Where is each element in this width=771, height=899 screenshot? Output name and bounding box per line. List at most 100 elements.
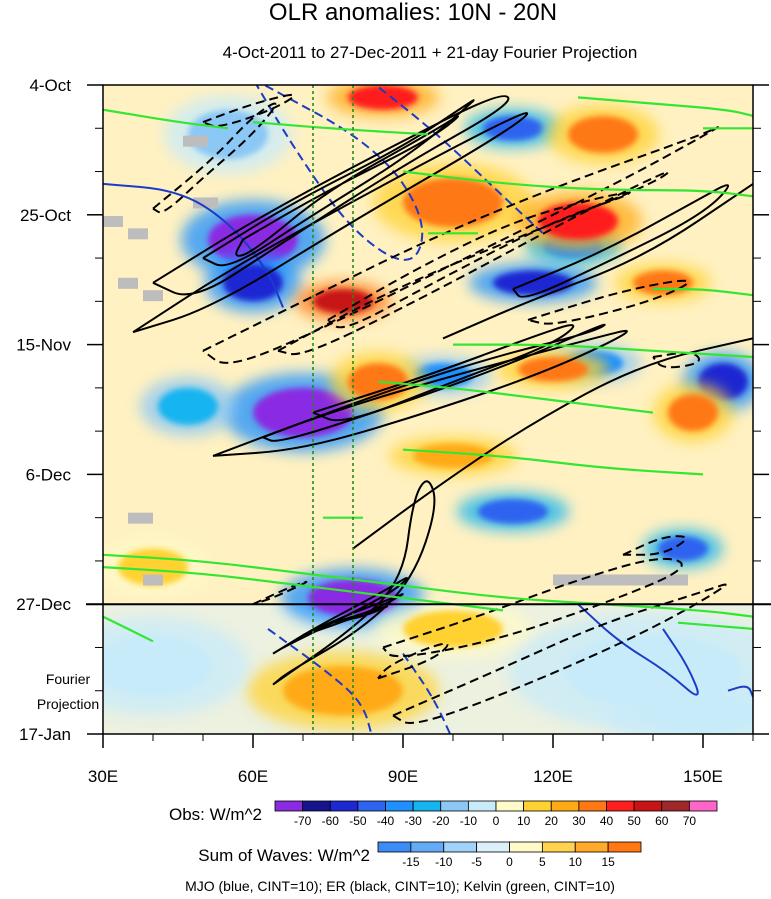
obs-colorbar-swatch-6 — [440, 800, 469, 812]
missing-data-5 — [143, 290, 163, 302]
waves-colorbar: -15 -10 -5 0 5 10 15 — [377, 841, 642, 869]
waves-colorbar-level-0: -15 — [402, 855, 420, 869]
mjo-contour-3 — [267, 628, 373, 734]
obs-colorbar-swatch-12 — [606, 800, 635, 812]
anomaly-patch-22 — [283, 666, 403, 716]
obs-colorbar-swatch-15 — [688, 800, 718, 812]
anomaly-patch-19 — [348, 363, 408, 401]
waves-colorbar-swatch-2 — [443, 841, 478, 853]
obs-colorbar-swatch-8 — [495, 800, 525, 812]
y-tick-label-1: 25-Oct — [20, 206, 71, 225]
x-tick-label-4: 150E — [683, 767, 723, 786]
x-tick-label-1: 60E — [238, 767, 268, 786]
anomaly-patch-21 — [668, 394, 718, 432]
er-contour-12 — [442, 183, 753, 340]
anomaly-patch-2 — [253, 387, 353, 438]
obs-colorbar-swatch-10 — [550, 800, 580, 812]
er-contour-29 — [377, 642, 449, 680]
er-contour-21 — [152, 102, 277, 214]
kelvin-contour-35 — [402, 170, 753, 198]
er-contour-7 — [235, 115, 459, 257]
obs-colorbar-level-8: 10 — [517, 814, 531, 828]
obs-colorbar-swatch-3 — [357, 800, 386, 812]
obs-colorbar-level-7: 0 — [493, 814, 500, 828]
kelvin-contour-42 — [653, 287, 753, 297]
obs-colorbar-level-9: 20 — [545, 814, 559, 828]
waves-colorbar-level-3: 0 — [506, 855, 513, 869]
er-contour-11 — [512, 184, 729, 298]
y-tick-label-0: 4-Oct — [29, 76, 71, 95]
mjo-contour-2 — [374, 85, 544, 235]
projection-label-line1: Fourier — [46, 671, 91, 687]
mjo-contour-1 — [103, 182, 284, 308]
anomaly-patch-15 — [403, 177, 503, 228]
mjo-contour-6 — [727, 685, 753, 698]
er-contour-20 — [332, 605, 388, 624]
er-contour-9 — [152, 95, 510, 296]
obs-colorbar-level-4: -30 — [404, 814, 422, 828]
er-contour-26 — [202, 93, 295, 127]
obs-colorbar-level-2: -50 — [349, 814, 367, 828]
obs-colorbar-level-12: 50 — [627, 814, 641, 828]
anomaly-patch-7 — [478, 499, 548, 524]
waves-colorbar-level-6: 15 — [601, 855, 615, 869]
mjo-contour-5 — [577, 603, 699, 696]
reference-lines — [312, 85, 354, 734]
anomaly-patch-16 — [538, 202, 618, 240]
er-contour-10 — [132, 112, 529, 334]
y-tick-label-5: 17-Jan — [19, 725, 71, 744]
contour-legend-note: MJO (blue, CINT=10); ER (black, CINT=10)… — [185, 878, 615, 894]
missing-data-6 — [128, 512, 153, 524]
anomaly-patch-28 — [188, 109, 268, 160]
missing-data-3 — [128, 228, 148, 240]
chart-title: OLR anomalies: 10N - 20N — [269, 0, 557, 26]
er-contour-23 — [277, 171, 669, 356]
er-contour-24 — [202, 126, 719, 364]
er-contour-25 — [527, 279, 689, 325]
er-contour-28 — [392, 583, 727, 724]
obs-colorbar-level-11: 40 — [600, 814, 614, 828]
kelvin-contour-36 — [577, 96, 753, 117]
y-axis: 4-Oct 25-Oct 15-Nov 6-Dec 27-Dec 17-Jan — [16, 76, 769, 744]
waves-colorbar-swatch-7 — [607, 841, 642, 853]
waves-colorbar-level-5: 10 — [569, 855, 583, 869]
obs-colorbar-level-1: -60 — [322, 814, 340, 828]
er-contour-16 — [352, 337, 753, 550]
anomaly-patch-10 — [658, 536, 708, 561]
y-tick-label-3: 6-Dec — [26, 465, 72, 484]
plot-frame — [102, 84, 754, 735]
obs-colorbar-swatch-2 — [329, 800, 359, 812]
mjo-contour-0 — [255, 85, 424, 261]
obs-colorbar-level-5: -20 — [432, 814, 450, 828]
missing-data-0 — [183, 135, 208, 147]
kelvin-contour-44 — [103, 566, 504, 612]
obs-colorbar-level-6: -10 — [460, 814, 478, 828]
anomaly-patch-23 — [403, 610, 503, 648]
anomaly-patch-12 — [158, 387, 218, 425]
kelvin-contour-39 — [453, 343, 753, 359]
x-tick-label-3: 120E — [533, 767, 573, 786]
obs-colorbar-label: Obs: W/m^2 — [169, 805, 262, 824]
er-contour-27 — [382, 557, 683, 658]
anomaly-patch-27 — [643, 696, 753, 734]
obs-colorbar-level-10: 30 — [572, 814, 586, 828]
obs-colorbar-level-3: -40 — [377, 814, 395, 828]
kelvin-contour-43 — [103, 553, 753, 618]
kelvin-contour-34 — [252, 121, 429, 136]
anomaly-patch-17 — [633, 270, 693, 296]
projection-label-line2: Projection — [37, 696, 99, 712]
anomaly-patch-14 — [348, 85, 418, 110]
kelvin-contour-41 — [402, 448, 704, 476]
waves-colorbar-swatch-3 — [476, 841, 510, 853]
waves-colorbar-swatch-1 — [410, 841, 445, 853]
wave-contours — [103, 85, 753, 734]
missing-data-1 — [193, 197, 218, 209]
obs-colorbar-swatch-9 — [523, 800, 552, 812]
missing-data-layer — [103, 135, 688, 586]
chart-subtitle: 4-Oct-2011 to 27-Dec-2011 + 21-day Fouri… — [223, 43, 638, 62]
obs-colorbar-level-0: -70 — [294, 814, 312, 828]
x-tick-label-0: 30E — [88, 767, 118, 786]
missing-data-2 — [103, 215, 123, 227]
waves-colorbar-label: Sum of Waves: W/m^2 — [198, 846, 370, 865]
